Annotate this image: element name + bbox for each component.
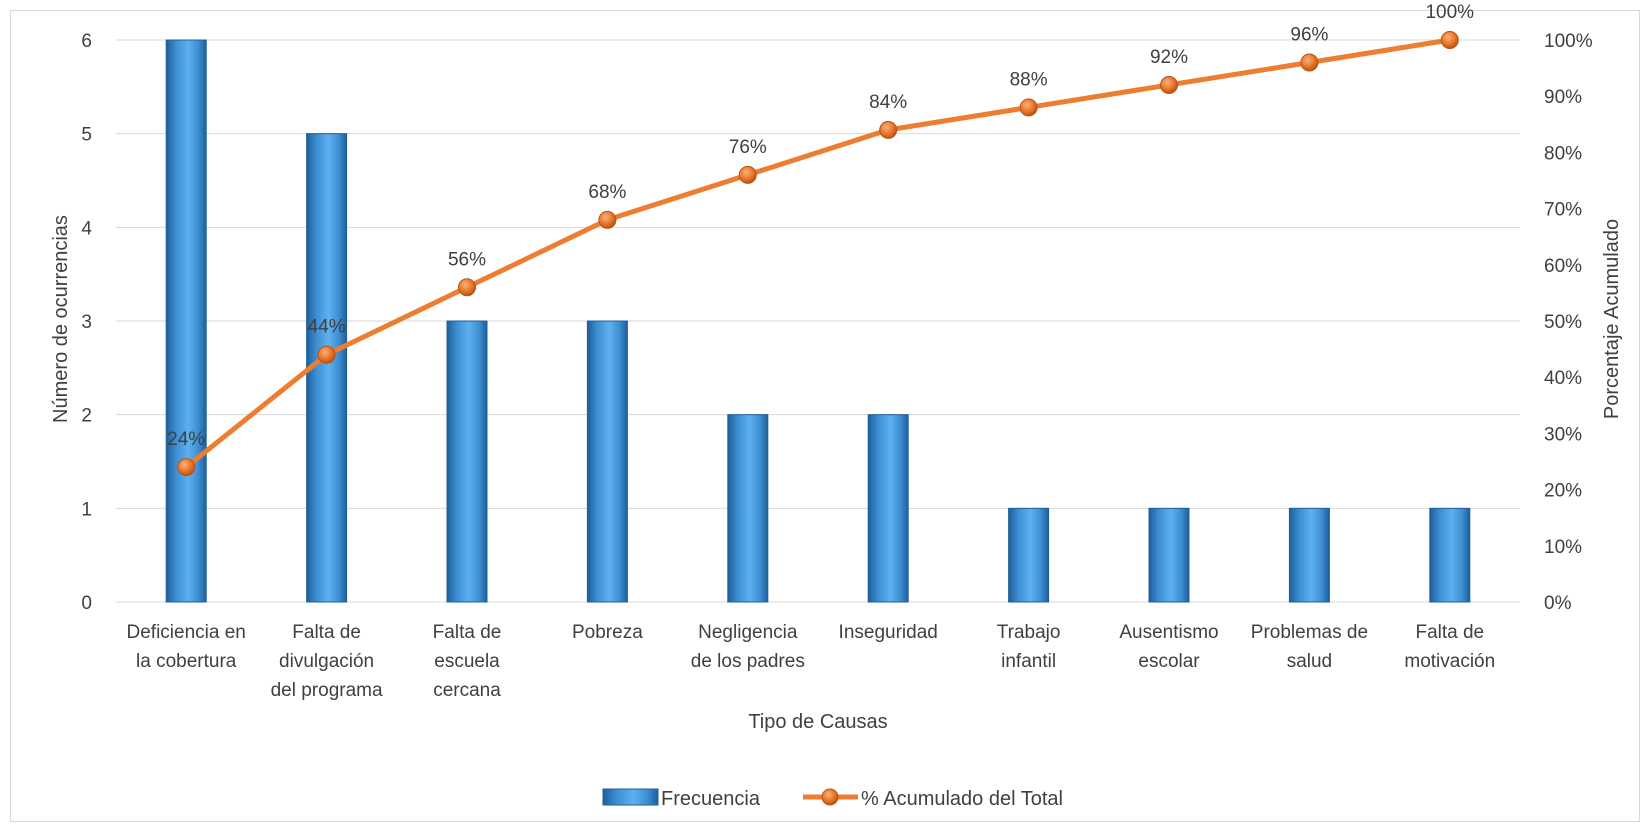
x-tick-label: Pobreza bbox=[572, 622, 643, 643]
legend-line-marker bbox=[821, 788, 839, 806]
x-axis-title: Tipo de Causas bbox=[748, 711, 887, 733]
y2-tick-label: 70% bbox=[1544, 200, 1582, 221]
data-label: 88% bbox=[1010, 69, 1048, 90]
bar bbox=[1429, 507, 1471, 603]
y2-tick-label: 100% bbox=[1544, 31, 1593, 52]
legend-bar-swatch bbox=[602, 788, 659, 806]
x-tick-label: Ausentismo escolar bbox=[1119, 622, 1218, 672]
bars bbox=[165, 39, 1471, 603]
line-marker bbox=[598, 210, 617, 229]
line-marker bbox=[738, 165, 757, 184]
data-label: 96% bbox=[1290, 24, 1328, 45]
data-label: 44% bbox=[308, 317, 346, 338]
y2-tick-label: 90% bbox=[1544, 87, 1582, 108]
line-marker bbox=[317, 345, 336, 364]
x-tick-label: Falta de motivación bbox=[1404, 622, 1495, 672]
y2-axis-title: Porcentaje Acumulado bbox=[1601, 219, 1623, 419]
cumulative-line bbox=[177, 31, 1459, 477]
bar bbox=[165, 39, 207, 603]
bar bbox=[446, 320, 488, 603]
y2-tick-label: 80% bbox=[1544, 143, 1582, 164]
bar bbox=[1148, 507, 1190, 603]
line-marker bbox=[879, 120, 898, 139]
x-tick-label: Deficiencia en la cobertura bbox=[127, 622, 246, 672]
x-tick-label: Trabajo infantil bbox=[997, 622, 1061, 672]
line-marker bbox=[458, 278, 476, 297]
y2-tick-label: 60% bbox=[1544, 256, 1582, 277]
data-label: 68% bbox=[588, 182, 626, 203]
x-tick-label: Inseguridad bbox=[839, 622, 938, 643]
y2-tick-label: 30% bbox=[1544, 424, 1582, 445]
y-axis-title: Número de ocurrencias bbox=[50, 215, 72, 423]
bar bbox=[586, 320, 628, 603]
bar bbox=[727, 414, 769, 603]
x-tick-label: Falta de escuela cercana bbox=[433, 622, 502, 701]
y-tick-label: 3 bbox=[81, 312, 92, 333]
bar bbox=[1288, 507, 1330, 603]
y-tick-label: 6 bbox=[81, 31, 92, 52]
data-label: 76% bbox=[729, 137, 767, 158]
data-label: 84% bbox=[869, 92, 907, 113]
y2-tick-label: 50% bbox=[1544, 312, 1582, 333]
gridlines bbox=[116, 39, 1520, 603]
chart-frame bbox=[10, 10, 1640, 822]
bar bbox=[867, 414, 909, 603]
line-marker bbox=[1440, 31, 1459, 49]
line-marker bbox=[1160, 75, 1178, 94]
y-tick-label: 2 bbox=[81, 406, 92, 427]
y-tick-label: 5 bbox=[81, 125, 92, 146]
data-label: 56% bbox=[448, 249, 486, 270]
x-tick-label: Problemas de salud bbox=[1251, 622, 1368, 672]
y2-tick-label: 20% bbox=[1544, 481, 1582, 502]
x-tick-label: Falta de divulgación del programa bbox=[271, 622, 383, 701]
y-tick-label: 4 bbox=[81, 218, 92, 239]
line-marker bbox=[177, 458, 196, 477]
legend-line-label: % Acumulado del Total bbox=[861, 788, 1063, 810]
y2-tick-label: 0% bbox=[1544, 593, 1572, 614]
data-label: 24% bbox=[167, 429, 205, 450]
data-label: 100% bbox=[1425, 2, 1474, 23]
labels: 01234560%10%20%30%40%50%60%70%80%90%100%… bbox=[81, 2, 1592, 701]
legend: Frecuencia % Acumulado del Total bbox=[602, 788, 1063, 810]
line-marker bbox=[1300, 53, 1319, 72]
y-tick-label: 1 bbox=[81, 499, 92, 520]
y-tick-label: 0 bbox=[81, 593, 92, 614]
data-label: 92% bbox=[1150, 47, 1188, 68]
y2-tick-label: 40% bbox=[1544, 368, 1582, 389]
bar bbox=[1008, 507, 1050, 603]
cumulative-line-path bbox=[183, 37, 1453, 470]
line-marker bbox=[1019, 98, 1038, 117]
y2-tick-label: 10% bbox=[1544, 537, 1582, 558]
legend-bar-label: Frecuencia bbox=[661, 788, 761, 810]
x-tick-label: Negligencia de los padres bbox=[691, 622, 805, 672]
